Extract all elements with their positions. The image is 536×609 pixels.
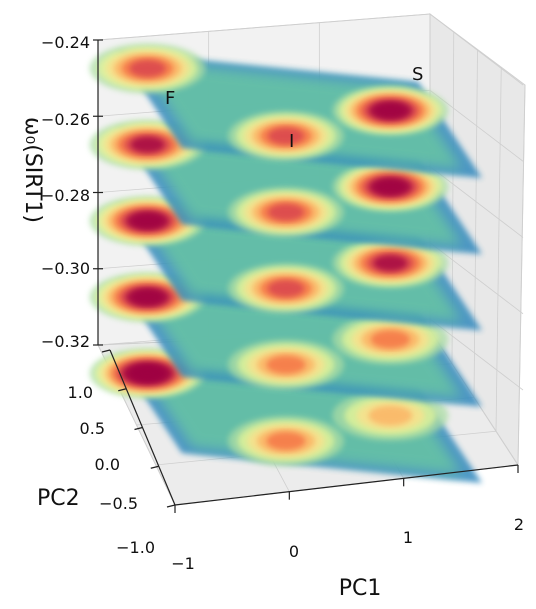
density-peak-ring	[131, 213, 164, 229]
z-axis-title: ω₀(SIRT1)	[20, 117, 45, 223]
density-peak-ring	[266, 432, 306, 450]
density-peak-ring	[374, 103, 407, 119]
pc2-tick-label: −1.0	[116, 538, 155, 557]
pc2-tick-label: −0.5	[99, 494, 138, 513]
density-peak-ring	[373, 255, 408, 271]
density-peak-ring	[374, 179, 407, 195]
annotation-S: S	[412, 64, 423, 85]
grid-line	[473, 49, 478, 398]
pc1-axis-title: PC1	[339, 576, 382, 601]
z-tick-label: −0.26	[41, 110, 90, 129]
z-tick-labels: −0.24 −0.26 −0.28 −0.30 −0.32	[41, 33, 90, 351]
pc2-tick-label: 0.5	[80, 419, 105, 438]
z-tick-label: −0.32	[41, 332, 90, 351]
density-peak-ring	[130, 136, 165, 153]
pc2-tick	[134, 426, 143, 431]
pc2-tick	[101, 349, 111, 353]
density-peak-ring	[268, 203, 304, 221]
grid-line	[429, 13, 524, 86]
density-peak-ring	[370, 330, 410, 349]
pc1-tick-label: 1	[403, 528, 413, 547]
density-peak-ring	[268, 127, 304, 145]
pc1-tick-label: −1	[171, 554, 195, 573]
annotation-I: I	[289, 131, 294, 152]
pc2-axis-title: PC2	[37, 486, 80, 511]
pc1-tick-labels: −1 0 1 2	[171, 515, 524, 573]
grid-line	[429, 166, 524, 238]
density-peak-ring	[131, 289, 164, 305]
pc1-tick-label: 0	[289, 542, 299, 561]
pc2-tick	[166, 504, 176, 508]
pc2-tick-label: 0.0	[95, 455, 120, 474]
z-tick-label: −0.24	[41, 33, 90, 52]
density-peak-ring	[266, 355, 306, 374]
z-tick-label: −0.28	[41, 186, 90, 205]
pc2-tick	[118, 388, 127, 392]
density-peak-ring	[129, 60, 166, 77]
pc2-tick	[150, 465, 159, 469]
pc2-tick-label: 1.0	[68, 383, 93, 402]
density-layer	[89, 43, 482, 178]
grid-line	[429, 318, 524, 391]
pc1-axis-line	[174, 464, 519, 506]
density-layers	[89, 43, 482, 483]
annotation-F: F	[165, 88, 175, 109]
density-peak-ring	[268, 280, 304, 297]
z-tick-label: −0.30	[41, 259, 90, 278]
density-layer	[89, 195, 482, 331]
grid-line	[495, 67, 502, 432]
density-peak-ring	[132, 366, 163, 381]
grid-line	[517, 84, 526, 466]
pc1-tick-label: 2	[514, 515, 524, 534]
density-peak-ring	[368, 405, 413, 426]
grid-line	[429, 242, 524, 315]
pc2-tick-labels: 1.0 0.5 0.0 −0.5 −1.0	[68, 383, 155, 557]
grid-line	[97, 13, 431, 41]
tick-marks	[93, 39, 519, 513]
